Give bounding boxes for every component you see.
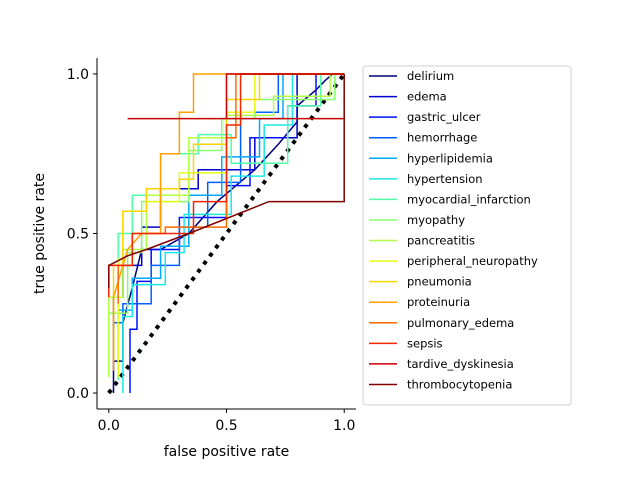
legend-label: sepsis: [407, 336, 443, 350]
y-tick-label: 1.0: [67, 67, 89, 83]
series-line-hyperlipidemia: [117, 73, 345, 378]
series-lines: [108, 73, 345, 393]
y-axis-title: true positive rate: [32, 173, 48, 294]
series-line-thrombocytopenia: [108, 74, 345, 288]
x-axis-title: false positive rate: [164, 444, 290, 460]
y-tick-label: 0.5: [67, 227, 89, 243]
legend-label: pulmonary_edema: [407, 316, 514, 330]
legend-label: hyperlipidemia: [407, 151, 493, 165]
series-line-sepsis: [108, 73, 345, 298]
series-line-peripheral-neuropathy: [117, 73, 345, 378]
legend-frame: [362, 65, 572, 406]
legend-label: thrombocytopenia: [407, 377, 512, 391]
x-tick-label: 0.5: [215, 418, 237, 434]
series-line-tardive-dyskinesia: [127, 73, 345, 120]
x-tick-label: 1.0: [333, 418, 355, 434]
legend: delirium edema gastric_ulcer hemorrhage hype…: [362, 65, 572, 406]
y-tick-label: 0.0: [67, 386, 89, 402]
tick-marks: 0.0 0.5 1.0 0.0 0.5 1.0: [67, 67, 356, 434]
legend-label: gastric_ulcer: [407, 110, 481, 124]
legend-label: proteinuria: [407, 295, 470, 309]
series-line-myocardial-infarction: [117, 73, 345, 381]
diagonal-reference-line: [107, 72, 346, 395]
legend-label: hypertension: [407, 172, 483, 186]
legend-label: peripheral_neuropathy: [407, 254, 538, 268]
x-tick-label: 0.0: [98, 418, 120, 434]
series-line-pneumonia: [112, 73, 345, 362]
legend-label: hemorrhage: [407, 131, 477, 145]
legend-label: delirium: [407, 69, 454, 83]
series-line-pancreatitis: [108, 73, 345, 378]
legend-label: edema: [407, 90, 447, 104]
diagonal-line: [107, 72, 346, 395]
legend-label: myocardial_infarction: [407, 192, 531, 206]
series-line-hypertension: [122, 73, 345, 393]
legend-label: tardive_dyskinesia: [407, 357, 514, 371]
legend-label: pneumonia: [407, 275, 472, 289]
legend-label: myopathy: [407, 213, 465, 227]
legend-label: pancreatitis: [407, 234, 475, 248]
